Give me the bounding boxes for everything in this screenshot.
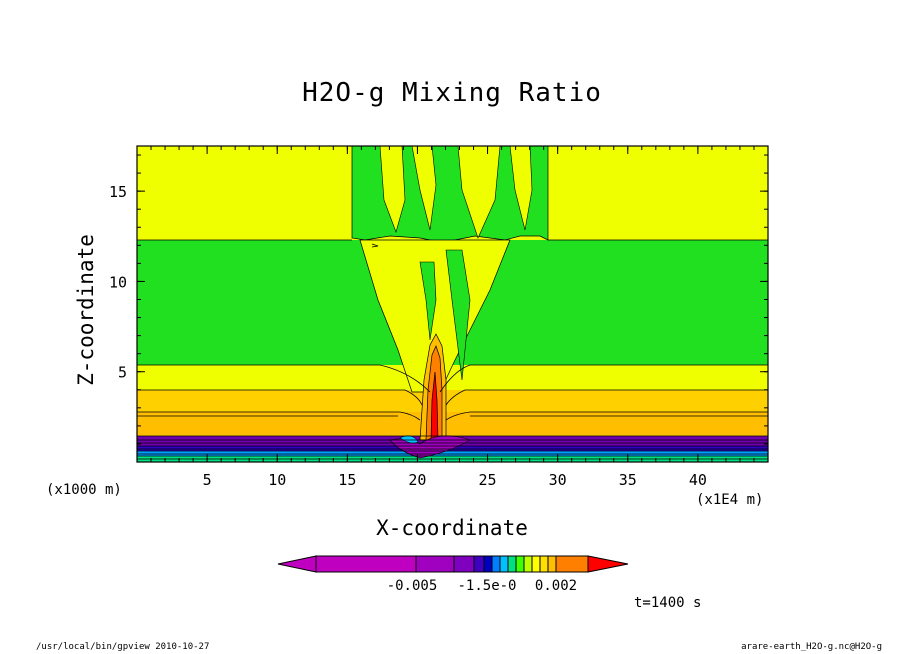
colorbar-segment: [453, 555, 475, 573]
x-tick-label: 35: [619, 471, 637, 489]
colorbar: -0.005 -1.5e-0 0.002: [277, 555, 629, 594]
x-tick-label: 20: [408, 471, 426, 489]
colorbar-tick-label: 0.002: [535, 578, 577, 594]
streak-1: [379, 146, 406, 233]
colorbar-tick-label: -0.005: [387, 578, 438, 594]
colorbar-segment: [483, 555, 493, 573]
x-axis-label: X-coordinate: [376, 516, 528, 540]
x-unit-label: (x1000 m): [46, 482, 122, 498]
footer-left: /usr/local/bin/gpview 2010-10-27: [36, 642, 210, 652]
colorbar-segment: [499, 555, 509, 573]
colorbar-segment: [531, 555, 541, 573]
colorbar-min-arrow: [277, 555, 317, 573]
plot-area: [137, 146, 768, 462]
y-axis-label: Z-coordinate: [74, 234, 98, 386]
x-tick-label: 5: [203, 471, 212, 489]
green-streak-b: [445, 249, 471, 381]
yellow-plume: [359, 239, 511, 393]
x-tick-label: 10: [268, 471, 286, 489]
layer-gold: [137, 390, 768, 412]
layer-low-yellow: [137, 365, 768, 390]
streak-3: [457, 146, 501, 239]
colorbar-segment: [315, 555, 417, 573]
colorbar-segment: [491, 555, 501, 573]
x-tick-label: 25: [479, 471, 497, 489]
contour-lines: [137, 239, 768, 460]
x-scale-label: (x1E4 m): [696, 492, 764, 508]
colorbar-segment: [507, 555, 517, 573]
y-tick-label: 15: [109, 183, 127, 201]
colorbar-segment: [547, 555, 557, 573]
green-streak-a: [419, 261, 437, 341]
colorbar-segment: [473, 555, 485, 573]
colorbar-max-arrow: [587, 555, 629, 573]
streak-4: [509, 146, 533, 231]
layer-cyan: [137, 451, 768, 456]
chart-title: H2O-g Mixing Ratio: [302, 78, 602, 108]
x-axis: 5 10 15 20 25 30 35 40: [203, 146, 707, 489]
footer-right: arare-earth_H2O-g.nc@H2O-g: [741, 642, 882, 652]
x-tick-label: 30: [549, 471, 567, 489]
x-tick-label: 15: [338, 471, 356, 489]
streak-2: [411, 146, 437, 231]
colorbar-segment: [415, 555, 455, 573]
plot-frame: [136, 145, 769, 463]
colorbar-segment: [539, 555, 549, 573]
colorbar-segment: [555, 555, 589, 573]
time-label: t=1400 s: [634, 595, 702, 611]
x-tick-label: 40: [689, 471, 707, 489]
y-tick-label: 10: [109, 273, 127, 291]
colorbar-segment: [515, 555, 525, 573]
y-tick-label: 5: [118, 364, 127, 382]
colorbar-segment: [523, 555, 533, 573]
colorbar-tick-label: -1.5e-0: [457, 578, 516, 594]
